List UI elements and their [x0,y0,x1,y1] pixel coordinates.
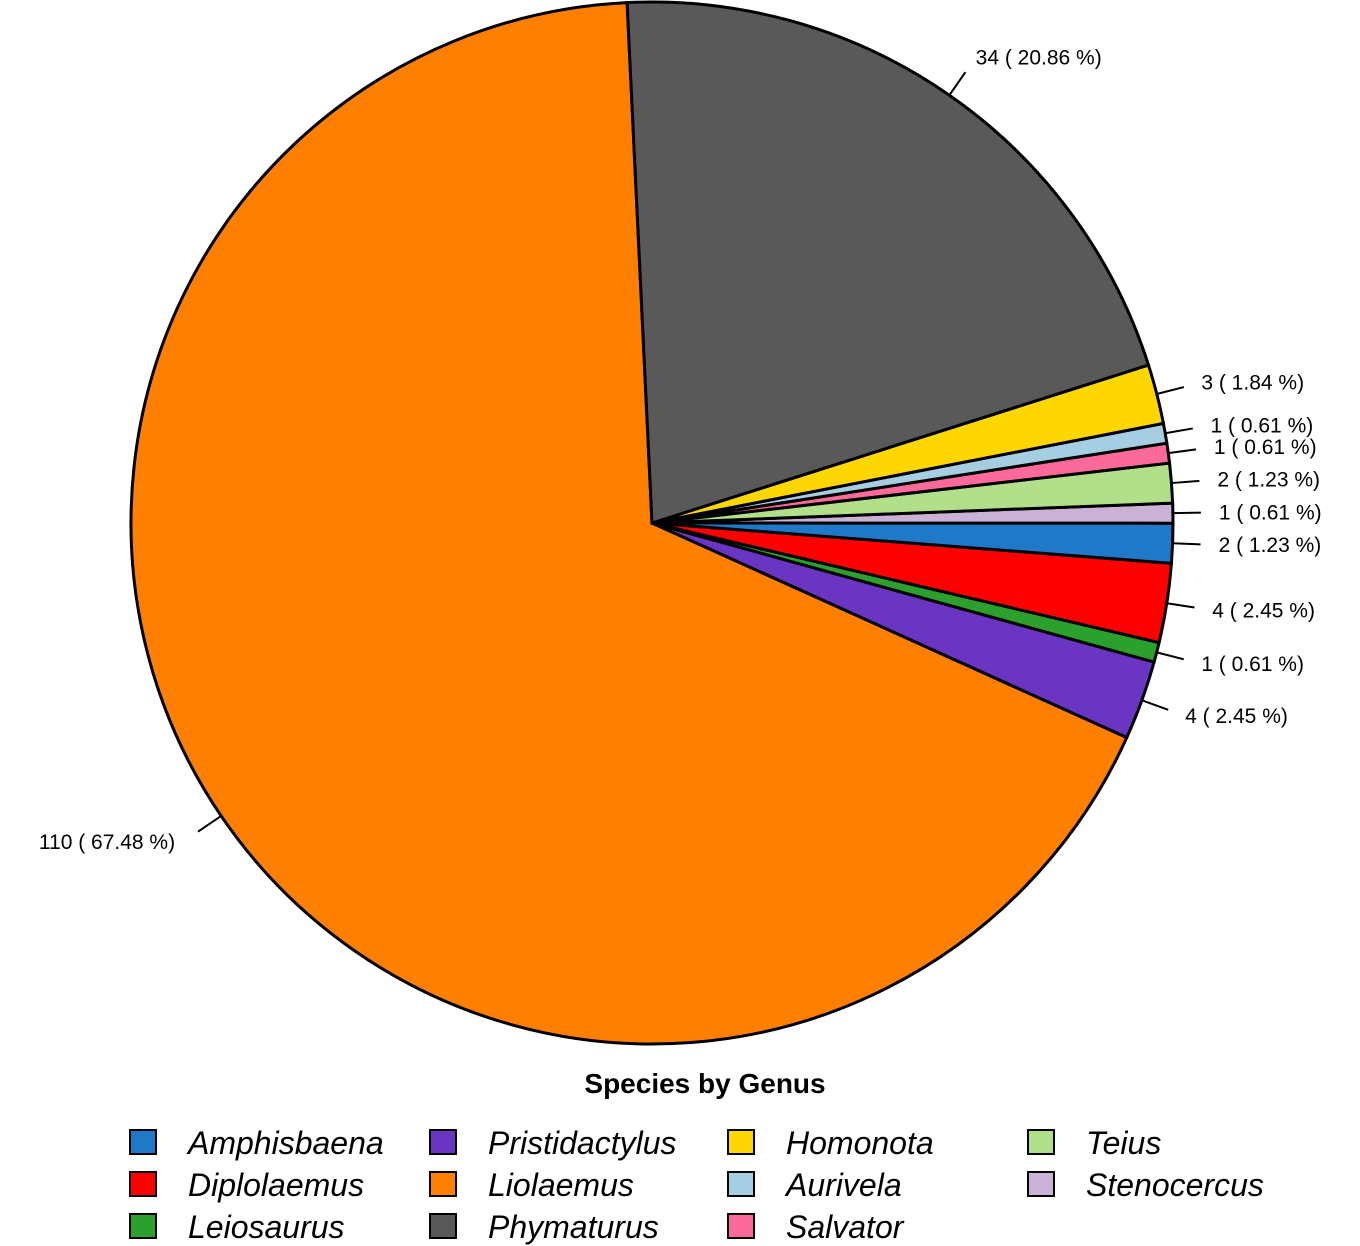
slice-label-liolaemus: 110 ( 67.48 %) [39,831,175,854]
legend-swatch-stenocercus [1027,1171,1055,1197]
legend-title: Species by Genus [584,1068,825,1099]
label-tick-homonota [1156,386,1185,395]
legend-swatch-diplolaemus [129,1171,157,1197]
legend-label-amphisbaena: Amphisbaena [186,1125,384,1161]
slice-label-stenocercus: 1 ( 0.61 %) [1219,501,1322,524]
label-tick-liolaemus [197,815,222,833]
legend-label-leiosaurus: Leiosaurus [188,1209,345,1245]
slice-labels: 110 ( 67.48 %) 4 ( 2.45 %) 1 ( 0.61 %) 4 ( … [39,46,1322,853]
legend-swatch-pristidactylus [429,1129,457,1155]
legend-label-salvator: Salvator [786,1209,905,1245]
slice-label-phymaturus: 34 ( 20.86 %) [976,46,1102,69]
slice-label-leiosaurus: 1 ( 0.61 %) [1201,653,1304,676]
slice-label-amphisbaena: 2 ( 1.23 %) [1219,534,1322,557]
legend-label-diplolaemus: Diplolaemus [188,1167,364,1203]
legend-swatch-amphisbaena [129,1129,157,1155]
legend-label-teius: Teius [1086,1125,1161,1161]
label-tick-pristidactylus [1141,699,1169,711]
pie-slices [129,0,1175,1046]
legend-swatch-teius [1027,1129,1055,1155]
label-tick-phymaturus [948,71,967,96]
pie-slice-phymaturus [625,0,1151,526]
label-tick-salvator [1168,448,1197,455]
slice-label-pristidactylus: 4 ( 2.45 %) [1185,705,1288,728]
legend-swatch-aurivela [727,1171,755,1197]
slice-label-teius: 2 ( 1.23 %) [1217,469,1320,492]
label-tick-aurivela [1165,427,1193,435]
slice-label-salvator: 1 ( 0.61 %) [1214,436,1317,459]
legend-swatch-salvator [727,1213,755,1239]
legend-label-liolaemus: Liolaemus [488,1167,634,1203]
label-tick-leiosaurus [1156,651,1185,661]
pie-slice-liolaemus [129,1,1129,1046]
legend-label-aurivela: Aurivela [784,1167,902,1203]
legend-label-phymaturus: Phymaturus [488,1209,659,1245]
slice-label-homonota: 3 ( 1.84 %) [1201,372,1304,395]
label-tick-teius [1171,479,1200,485]
slice-label-diplolaemus: 4 ( 2.45 %) [1212,599,1315,622]
legend-swatch-homonota [727,1129,755,1155]
legend-label-pristidactylus: Pristidactylus [488,1125,677,1161]
legend-label-homonota: Homonota [786,1125,934,1161]
label-tick-amphisbaena [1172,542,1201,546]
legend-swatch-leiosaurus [129,1213,157,1239]
legend-swatch-liolaemus [429,1171,457,1197]
label-tick-diplolaemus [1166,602,1195,609]
label-tick-stenocercus [1172,511,1201,515]
slice-label-aurivela: 1 ( 0.61 %) [1211,414,1314,437]
legend: Species by Genus Amphisbaena Diplolaemus L… [129,1068,1264,1245]
legend-label-stenocercus: Stenocercus [1086,1167,1264,1203]
legend-swatch-phymaturus [429,1213,457,1239]
